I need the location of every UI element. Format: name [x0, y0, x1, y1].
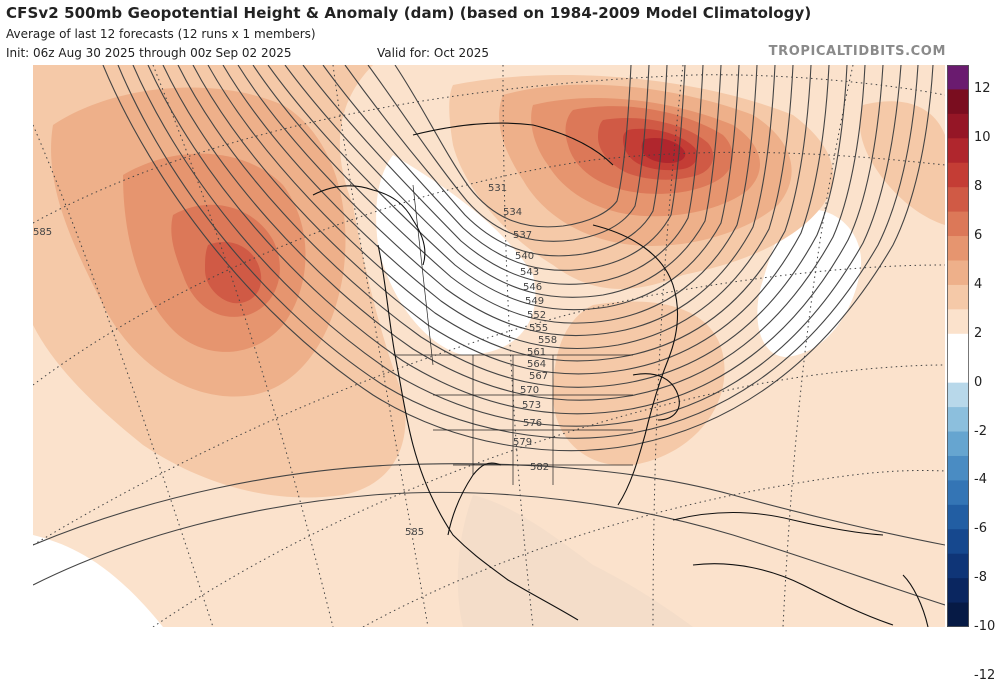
borders: [393, 184, 633, 485]
brand-watermark: TROPICALTIDBITS.COM: [768, 44, 946, 59]
colorbar-swatch: [947, 553, 969, 579]
colorbar-tick-label: -8: [974, 570, 987, 586]
colorbar-swatch: [947, 480, 969, 506]
contour-label-567: 567: [529, 371, 548, 382]
colorbar-tick-label: 2: [974, 325, 983, 341]
colorbar-swatch: [947, 529, 969, 555]
contour-label-552: 552: [527, 310, 546, 321]
colorbar-swatch: [947, 113, 969, 139]
contour-label-540: 540: [515, 251, 534, 262]
colorbar: [947, 65, 969, 627]
colorbar-swatch: [947, 578, 969, 604]
colorbar-swatch: [947, 431, 969, 457]
chart-title: CFSv2 500mb Geopotential Height & Anomal…: [6, 4, 812, 22]
colorbar-swatch: [947, 162, 969, 188]
graticule: [33, 65, 945, 627]
contour-label-579: 579: [513, 437, 532, 448]
colorbar-tick-label: -12: [974, 667, 996, 683]
colorbar-swatch: [947, 284, 969, 310]
contour-label-564: 564: [527, 359, 546, 370]
contour-label-534: 534: [503, 207, 522, 218]
colorbar-tick-label: -4: [974, 472, 987, 488]
colorbar-tick-label: 10: [974, 130, 991, 146]
contour-label-549: 549: [525, 296, 544, 307]
colorbar-swatch: [947, 260, 969, 286]
init-time: Init: 06z Aug 30 2025 through 00z Sep 02…: [6, 46, 292, 60]
forecast-subtitle: Average of last 12 forecasts (12 runs x …: [6, 27, 316, 41]
contour-label-585-south: 585: [405, 527, 424, 538]
contour-label-570: 570: [520, 385, 539, 396]
colorbar-swatch: [947, 382, 969, 408]
colorbar-tick-label: 6: [974, 228, 983, 243]
anomaly-map: 585 531 534 537 540 543 546 549 552 555 …: [33, 65, 945, 627]
colorbar-swatch: [947, 602, 969, 627]
contour-label-585-west: 585: [33, 227, 52, 238]
colorbar-swatch: [947, 89, 969, 115]
colorbar-swatch: [947, 309, 969, 335]
contour-label-576: 576: [523, 418, 542, 429]
colorbar-swatch: [947, 407, 969, 433]
anomaly-west-6: [205, 241, 262, 304]
colorbar-swatch: [947, 358, 969, 384]
colorbar-tick-label: -6: [974, 521, 987, 537]
colorbar-swatch: [947, 333, 969, 359]
coastlines: [312, 122, 929, 627]
valid-time: Valid for: Oct 2025: [377, 46, 489, 60]
anomaly-north-8: [641, 137, 686, 163]
colorbar-swatch: [947, 504, 969, 530]
contour-label-561: 561: [527, 347, 546, 358]
colorbar-tick-label: -2: [974, 423, 987, 439]
colorbar-tick-label: 0: [974, 374, 983, 390]
contour-label-537: 537: [513, 230, 532, 241]
colorbar-tick-label: -10: [974, 619, 996, 634]
contour-label-582: 582: [530, 462, 549, 473]
contour-label-558: 558: [538, 335, 557, 346]
colorbar-tick-label: 12: [974, 81, 991, 97]
colorbar-swatch: [947, 455, 969, 481]
contour-label-573: 573: [522, 400, 541, 411]
contour-label-555: 555: [529, 323, 548, 334]
colorbar-swatch: [947, 65, 969, 91]
anomaly-east-us: [553, 301, 725, 466]
colorbar-swatch: [947, 138, 969, 164]
colorbar-border: [947, 65, 969, 627]
neutral-region-atlantic: [757, 209, 862, 357]
colorbar-swatch: [947, 211, 969, 237]
land-shade-mexico: [457, 495, 693, 627]
contour-label-546: 546: [523, 282, 542, 293]
colorbar-swatch: [947, 187, 969, 213]
contour-label-543: 543: [520, 267, 539, 278]
colorbar-swatch: [947, 236, 969, 262]
colorbar-tick-label: 8: [974, 179, 983, 195]
anomaly-ne: [859, 101, 945, 225]
contour-label-531: 531: [488, 183, 507, 194]
colorbar-tick-label: 4: [974, 276, 983, 292]
neutral-region-sw: [33, 535, 163, 627]
height-contours: [33, 65, 945, 606]
